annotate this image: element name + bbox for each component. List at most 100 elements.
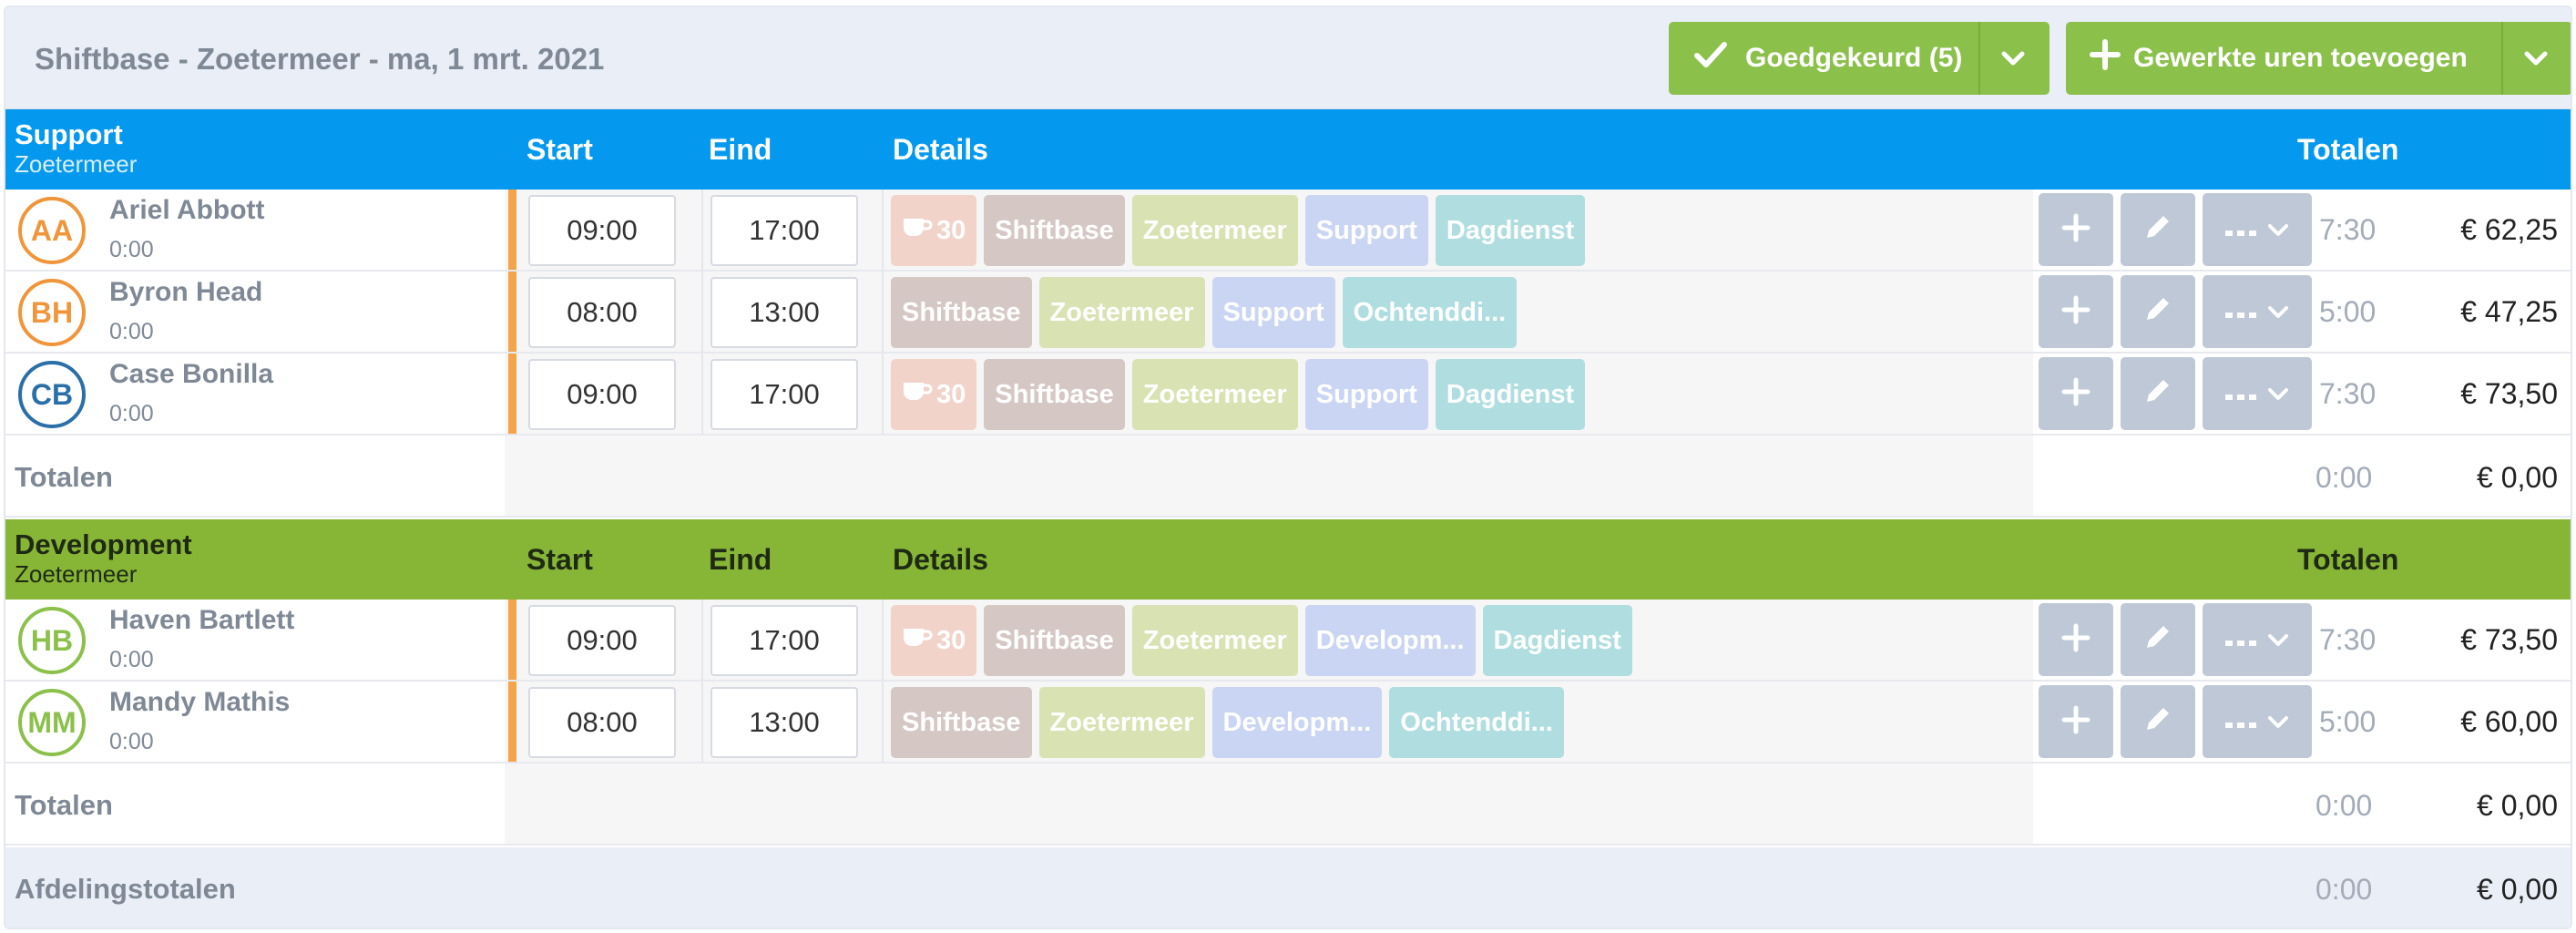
- plus-icon: [2061, 699, 2090, 744]
- avatar: MM: [18, 689, 86, 756]
- more-options-button[interactable]: [2203, 193, 2312, 266]
- edit-button[interactable]: [2121, 357, 2195, 430]
- start-time-input[interactable]: 08:00: [528, 687, 676, 758]
- start-time-input[interactable]: 08:00: [528, 277, 676, 348]
- break-tag[interactable]: 30: [891, 605, 977, 676]
- end-time-input[interactable]: 17:00: [710, 195, 858, 266]
- details-tags: 30 Shiftbase Zoetermeer Support Dagdienst: [891, 359, 1586, 430]
- detail-tag[interactable]: Ochtenddi...: [1389, 687, 1564, 758]
- row-total-amount: € 47,25: [2460, 295, 2558, 328]
- end-time-input[interactable]: 13:00: [710, 687, 858, 758]
- detail-tag[interactable]: Shiftbase: [984, 605, 1125, 676]
- employee-name[interactable]: Ariel Abbott: [109, 195, 265, 225]
- column-totals: Totalen: [2297, 133, 2399, 166]
- employee-row: AA Ariel Abbott 0:00 -7:30 09:00 17:00 3…: [5, 190, 2571, 272]
- row-total-hours: 7:30: [2319, 377, 2377, 410]
- detail-tag[interactable]: Support: [1211, 277, 1335, 348]
- break-tag[interactable]: 30: [891, 359, 977, 430]
- chevron-down-icon[interactable]: [1993, 22, 2033, 95]
- add-worked-hours-button[interactable]: Gewerkte uren toevoegen: [2066, 22, 2571, 95]
- department-location: Zoetermeer: [15, 150, 138, 178]
- detail-tag[interactable]: Shiftbase: [984, 195, 1125, 266]
- detail-tag[interactable]: Ochtenddi...: [1342, 277, 1518, 348]
- column-end: Eind: [709, 133, 772, 166]
- edit-button[interactable]: [2121, 193, 2195, 266]
- start-time-input[interactable]: 09:00: [528, 605, 676, 676]
- add-worked-hours-label: Gewerkte uren toevoegen: [2133, 43, 2468, 73]
- detail-tag[interactable]: Zoetermeer: [1131, 605, 1298, 676]
- detail-tag[interactable]: Developm...: [1211, 687, 1383, 758]
- more-options-button[interactable]: [2203, 685, 2312, 758]
- detail-tag[interactable]: Dagdienst: [1435, 359, 1586, 430]
- totals-hours: 0:00: [2315, 461, 2373, 494]
- row-total-amount: € 73,50: [2460, 623, 2558, 656]
- detail-tag[interactable]: Developm...: [1304, 605, 1476, 676]
- column-totals: Totalen: [2297, 543, 2399, 576]
- detail-tag[interactable]: Support: [1304, 359, 1428, 430]
- add-button[interactable]: [2039, 685, 2113, 758]
- pencil-icon: [2142, 289, 2173, 334]
- detail-tag[interactable]: Shiftbase: [984, 359, 1125, 430]
- edit-button[interactable]: [2121, 275, 2195, 348]
- more-options-button[interactable]: [2203, 357, 2312, 430]
- plus-icon: [2061, 617, 2090, 662]
- break-minutes: 30: [936, 379, 966, 409]
- edit-button[interactable]: [2121, 603, 2195, 676]
- totals-label: Totalen: [15, 461, 113, 493]
- column-details: Details: [893, 543, 988, 576]
- column-start: Start: [526, 543, 593, 576]
- employee-name[interactable]: Byron Head: [109, 277, 263, 307]
- avatar: AA: [18, 197, 86, 264]
- section-totals-row: Totalen 0:00 € 0,00: [5, 764, 2571, 846]
- plus-icon: [2090, 39, 2121, 77]
- add-button[interactable]: [2039, 193, 2113, 266]
- end-time-input[interactable]: 17:00: [710, 359, 858, 430]
- start-time-input[interactable]: 09:00: [528, 195, 676, 266]
- department-name: Development: [15, 528, 192, 560]
- approved-button[interactable]: Goedgekeurd (5): [1669, 22, 2050, 95]
- end-time-input[interactable]: 17:00: [710, 605, 858, 676]
- detail-tag[interactable]: Zoetermeer: [1131, 359, 1298, 430]
- detail-tag[interactable]: Shiftbase: [891, 277, 1032, 348]
- chevron-down-icon: [2267, 624, 2289, 655]
- break-minutes: 30: [936, 625, 966, 655]
- more-icon: [2225, 214, 2258, 245]
- detail-tag[interactable]: Support: [1304, 195, 1428, 266]
- detail-tag[interactable]: Dagdienst: [1482, 605, 1632, 676]
- status-bar: [508, 272, 516, 352]
- row-total-hours: 7:30: [2319, 623, 2377, 656]
- coffee-icon: [902, 379, 933, 410]
- add-button[interactable]: [2039, 603, 2113, 676]
- start-time-input[interactable]: 09:00: [528, 359, 676, 430]
- employee-name[interactable]: Mandy Mathis: [109, 687, 291, 717]
- add-button[interactable]: [2039, 275, 2113, 348]
- column-start: Start: [526, 133, 593, 166]
- more-options-button[interactable]: [2203, 275, 2312, 348]
- plus-icon: [2061, 289, 2090, 334]
- detail-tag[interactable]: Zoetermeer: [1131, 195, 1298, 266]
- detail-tag[interactable]: Zoetermeer: [1038, 277, 1205, 348]
- more-options-button[interactable]: [2203, 603, 2312, 676]
- department-location: Zoetermeer: [15, 560, 138, 588]
- detail-tag[interactable]: Zoetermeer: [1038, 687, 1205, 758]
- detail-tag[interactable]: Shiftbase: [891, 687, 1032, 758]
- pencil-icon: [2142, 371, 2173, 416]
- employee-name[interactable]: Haven Bartlett: [109, 605, 295, 635]
- row-total-amount: € 62,25: [2460, 213, 2558, 246]
- chevron-down-icon[interactable]: [2516, 22, 2556, 95]
- employee-name[interactable]: Case Bonilla: [109, 359, 274, 389]
- worked-hours: 0:00: [109, 237, 154, 262]
- employee-row: BH Byron Head 0:00 -5:00 08:00 13:00 Shi…: [5, 272, 2571, 354]
- add-button[interactable]: [2039, 357, 2113, 430]
- status-bar: [508, 682, 516, 762]
- employee-row: MM Mandy Mathis 0:00 -5:00 08:00 13:00 S…: [5, 682, 2571, 764]
- details-tags: Shiftbase Zoetermeer Developm... Ochtenddi.…: [891, 687, 1564, 758]
- department-totals-hours: 0:00: [2315, 873, 2373, 906]
- end-time-input[interactable]: 13:00: [710, 277, 858, 348]
- break-tag[interactable]: 30: [891, 195, 977, 266]
- worked-hours: 0:00: [109, 401, 154, 426]
- edit-button[interactable]: [2121, 685, 2195, 758]
- plus-icon: [2061, 207, 2090, 252]
- detail-tag[interactable]: Dagdienst: [1435, 195, 1586, 266]
- row-actions: [2033, 190, 2315, 270]
